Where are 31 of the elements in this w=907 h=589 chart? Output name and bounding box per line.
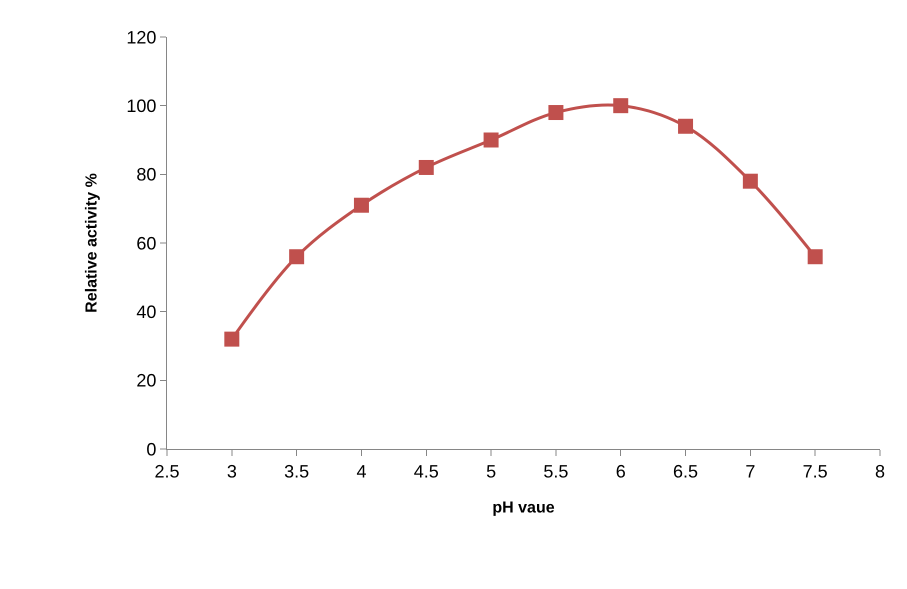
point [224, 332, 240, 347]
x-tick-label: 4 [356, 462, 366, 482]
x-tick-label: 3 [226, 462, 237, 482]
x-tick-label: 2.5 [154, 462, 180, 482]
x-tick-label: 8 [874, 462, 886, 482]
y-axis-title: Relative activity % [83, 173, 100, 313]
x-tick-label: 5 [486, 462, 496, 482]
y-tick-label: 80 [136, 164, 156, 185]
x-tick-label: 5.5 [543, 462, 568, 482]
y-tick-label: 60 [136, 233, 156, 254]
x-tick-label: 6.5 [673, 462, 698, 482]
point [418, 160, 434, 175]
point [289, 249, 304, 264]
y-tick-label: 100 [126, 96, 156, 116]
point [613, 98, 628, 114]
y-tick-label: 20 [136, 370, 156, 391]
x-tick-label: 6 [616, 462, 626, 482]
point [484, 132, 499, 148]
y-tick-label: 0 [146, 439, 156, 460]
y-tick-label: 120 [126, 27, 156, 48]
point [742, 174, 758, 189]
point [548, 105, 564, 120]
point [678, 118, 694, 134]
x-tick-label: 3.5 [284, 462, 310, 482]
x-tick-label: 7.5 [802, 462, 828, 482]
point [808, 249, 823, 264]
x-tick-label: 7 [745, 462, 756, 482]
y-tick-label: 40 [136, 302, 156, 322]
point [354, 198, 369, 213]
x-tick-label: 4.5 [414, 462, 439, 482]
x-axis-title: pH vaue [492, 499, 555, 516]
